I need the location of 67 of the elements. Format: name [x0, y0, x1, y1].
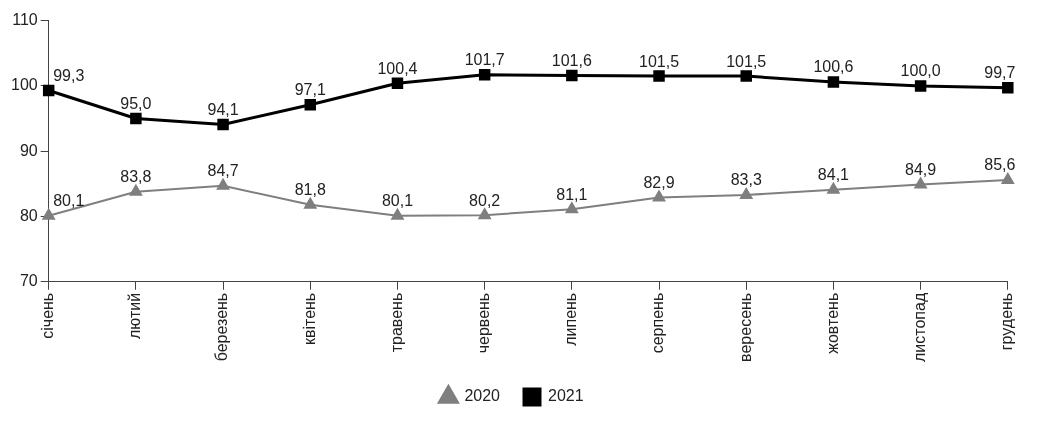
- data-label: 83,3: [730, 171, 762, 189]
- point: [216, 178, 230, 190]
- data-label: 101,7: [464, 51, 505, 69]
- data-label: 100,4: [377, 59, 418, 77]
- point: [42, 84, 55, 97]
- data-label: 84,9: [905, 160, 937, 178]
- point: [42, 208, 55, 220]
- x-tick-label: березень: [213, 292, 231, 362]
- data-label: 81,8: [294, 181, 326, 199]
- data-label: 82,9: [643, 173, 675, 191]
- data-label: 84,7: [207, 162, 239, 180]
- y-tick-label: 90: [19, 141, 38, 159]
- point: [827, 182, 840, 194]
- y-tick-label: 110: [12, 11, 38, 29]
- point: [1002, 82, 1014, 94]
- data-label: 84,1: [817, 166, 850, 184]
- point: [391, 208, 404, 220]
- point: [217, 118, 229, 131]
- point: [653, 70, 665, 82]
- data-label: 100,0: [900, 62, 941, 80]
- x-tick-label: лютий: [126, 292, 144, 339]
- legend-label: 2021: [548, 387, 584, 405]
- x-tick-label: вересень: [736, 292, 754, 362]
- x-tick-label: квітень: [300, 292, 318, 346]
- data-label: 80,1: [381, 192, 414, 210]
- point: [565, 202, 579, 214]
- data-label: 101,5: [726, 52, 767, 70]
- point: [914, 177, 927, 189]
- data-label: 97,1: [294, 81, 326, 99]
- y-tick-label: 70: [19, 272, 38, 290]
- data-label: 80,2: [469, 191, 501, 209]
- point: [827, 76, 840, 88]
- point: [304, 197, 317, 209]
- data-label: 81,1: [556, 185, 588, 203]
- point: [304, 99, 317, 111]
- data-label: 99,3: [53, 66, 85, 84]
- point: [566, 69, 578, 82]
- data-label: 101,5: [639, 52, 680, 70]
- x-tick-label: червень: [475, 292, 493, 354]
- data-label: 100,6: [813, 58, 854, 76]
- point: [1001, 172, 1014, 184]
- data-label: 99,7: [984, 64, 1016, 82]
- point: [740, 187, 753, 199]
- x-tick-label: жовтень: [823, 292, 841, 354]
- data-label: 80,1: [53, 192, 85, 210]
- point: [130, 112, 142, 125]
- y-tick-label: 80: [19, 206, 38, 224]
- x-tick-label: травень: [387, 292, 405, 353]
- data-label: 85,6: [984, 156, 1016, 174]
- x-tick-label: грудень: [998, 292, 1016, 351]
- point: [914, 80, 927, 92]
- data-label: 83,8: [120, 168, 152, 186]
- point: [129, 184, 143, 196]
- x-tick-label: січень: [39, 292, 57, 339]
- point: [391, 77, 404, 90]
- point: [740, 70, 752, 82]
- data-label: 101,6: [551, 51, 592, 69]
- x-tick-label: листопад: [911, 292, 929, 362]
- data-label: 94,1: [207, 100, 239, 118]
- x-tick-label: липень: [562, 292, 580, 346]
- y-tick-label: 100: [10, 76, 38, 94]
- data-label: 95,0: [120, 94, 152, 112]
- point: [652, 190, 666, 202]
- legend-label: 2020: [464, 387, 501, 405]
- point: [478, 208, 491, 220]
- x-tick-label: серпень: [649, 292, 667, 354]
- point: [478, 69, 491, 81]
